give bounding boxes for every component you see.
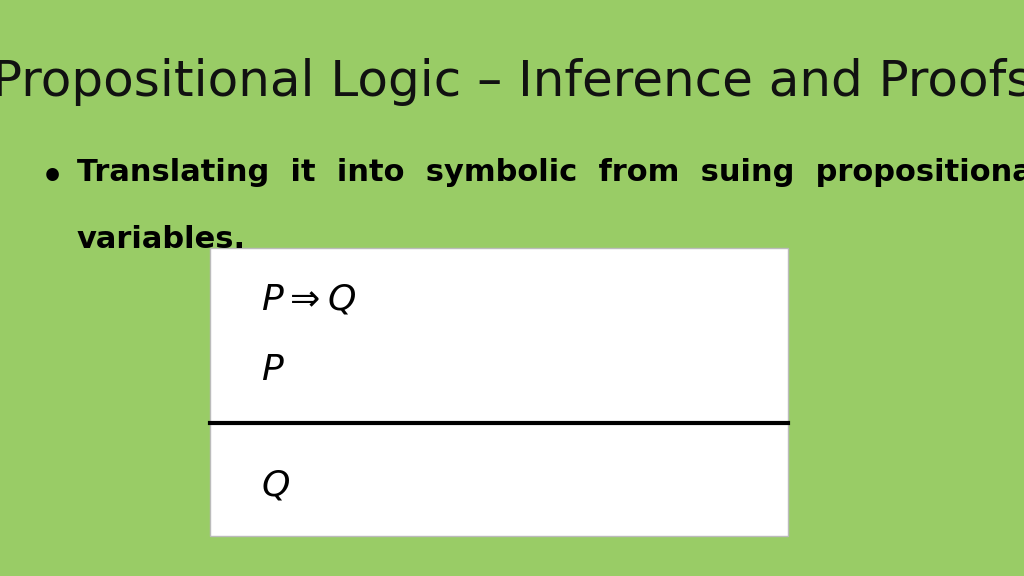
Text: Translating  it  into  symbolic  from  suing  propositional: Translating it into symbolic from suing … (77, 158, 1024, 187)
Text: •: • (41, 161, 65, 195)
Text: $Q$: $Q$ (261, 468, 290, 502)
Bar (210, 248, 788, 536)
Text: $P$: $P$ (261, 353, 285, 387)
Text: $P \Rightarrow Q$: $P \Rightarrow Q$ (261, 282, 356, 317)
Text: variables.: variables. (77, 225, 246, 253)
Text: Propositional Logic – Inference and Proofs: Propositional Logic – Inference and Proo… (0, 58, 1024, 105)
